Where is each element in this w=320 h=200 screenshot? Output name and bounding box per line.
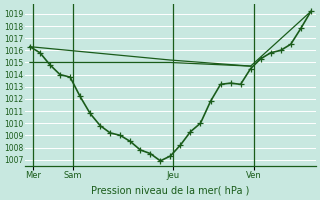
X-axis label: Pression niveau de la mer( hPa ): Pression niveau de la mer( hPa ) — [91, 186, 250, 196]
